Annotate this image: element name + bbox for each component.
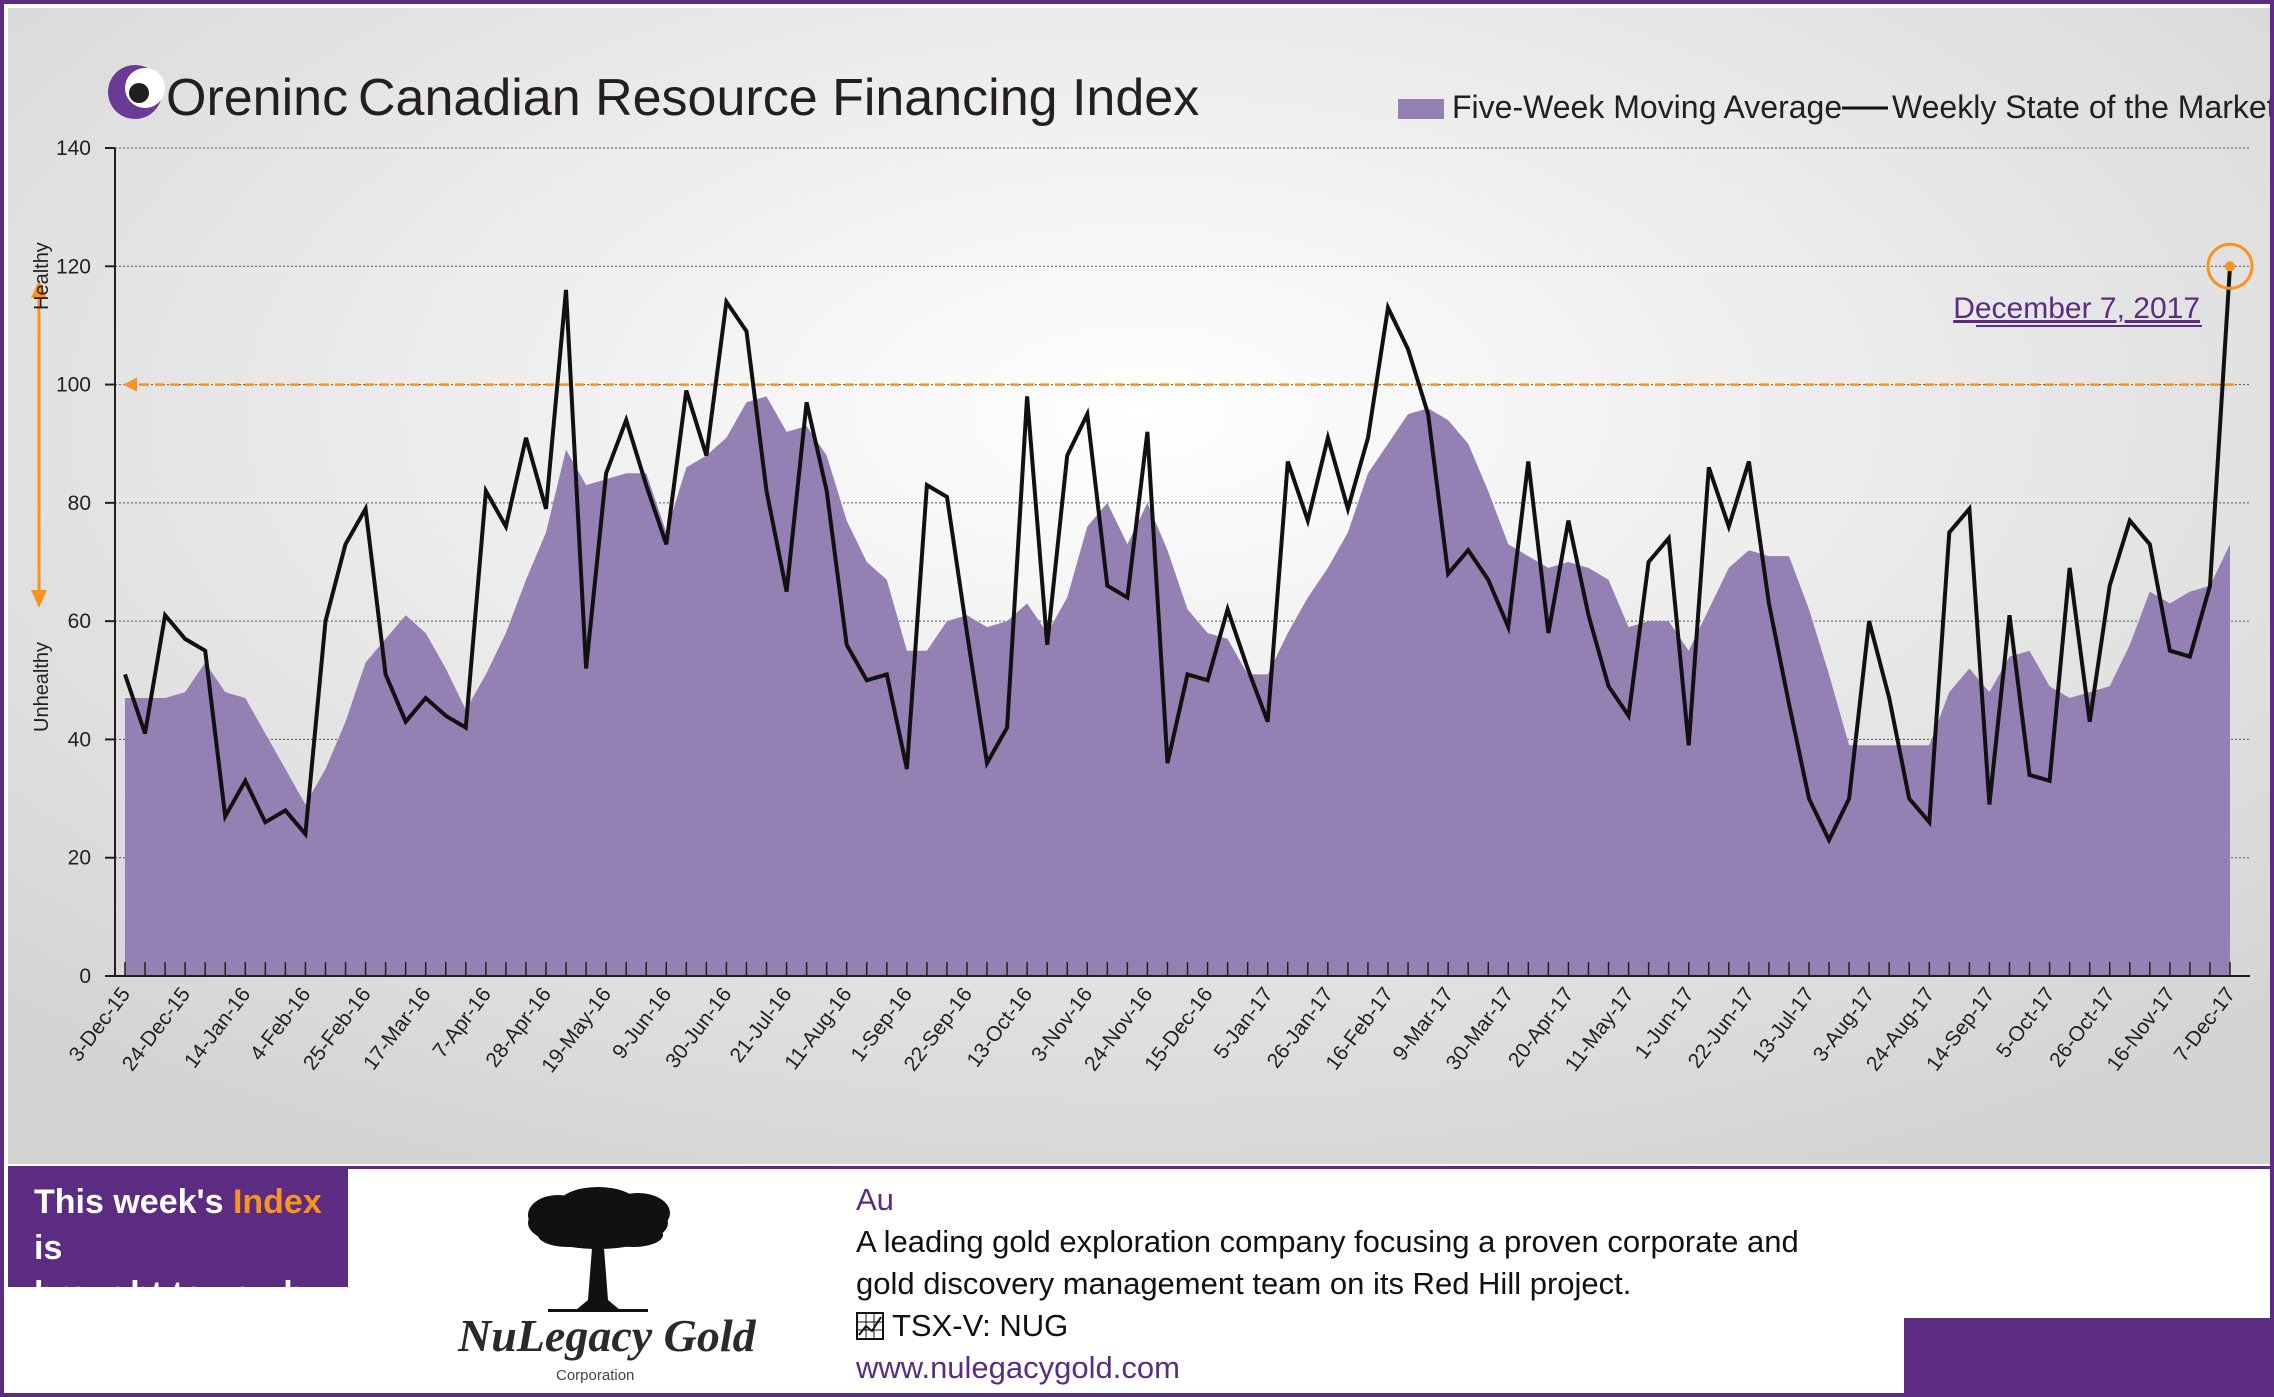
brand-name: Oreninc: [166, 69, 348, 127]
latest-point-dot: [2225, 261, 2235, 272]
healthy-label: Healthy: [31, 242, 53, 310]
sponsor-website-link[interactable]: www.nulegacygold.com: [856, 1350, 1180, 1385]
index-highlight: Index: [232, 1183, 322, 1221]
threshold-line: [123, 377, 2240, 392]
chart-area: Oreninc Canadian Resource Financing Inde…: [8, 8, 2274, 1164]
health-indicator: Healthy Unhealthy: [31, 242, 53, 732]
moving-average-fill: [125, 396, 2230, 976]
y-tick-label: 20: [68, 847, 91, 870]
y-tick-label: 140: [56, 137, 91, 160]
up-arrow-icon: [31, 280, 47, 298]
sponsor-panel: This week's Index is brought to you by:: [8, 1166, 2270, 1393]
y-tick-label: 120: [56, 255, 91, 278]
chart-legend: Five-Week Moving Average Weekly State of…: [1398, 89, 2274, 125]
moving-average-area: [125, 396, 2230, 976]
threshold-arrow-icon: [123, 377, 137, 392]
sponsor-description-line1: A leading gold exploration company focus…: [856, 1224, 1799, 1259]
weekly-state-line: [123, 266, 2232, 845]
sponsor-heading: This week's Index is brought to you by:: [8, 1169, 348, 1313]
y-tick-label: 40: [68, 728, 91, 751]
decorative-bar: [1904, 1318, 2270, 1393]
sponsor-company-sub: Corporation: [556, 1367, 635, 1384]
legend-swatch-moving-average: [1398, 99, 1444, 119]
sponsor-description-line2: gold discovery management team on its Re…: [856, 1266, 1632, 1301]
legend-label-weekly: Weekly State of the Market: [1892, 89, 2274, 125]
sponsor-heading-line2: brought to you by:: [34, 1275, 335, 1313]
ticker-symbol: TSX-V: NUG: [892, 1308, 1069, 1343]
latest-highlight-circle: [2206, 242, 2254, 290]
latest-annotation: December 7, 2017: [1953, 242, 2254, 327]
tree-icon: [528, 1187, 670, 1312]
down-arrow-icon: [31, 590, 47, 608]
y-tick-label: 0: [79, 965, 91, 988]
stock-chart-icon: [856, 1312, 884, 1340]
latest-date-label: December 7, 2017: [1953, 292, 2200, 325]
y-tick-labels: 0 20 40 60 80 100 120 140: [56, 137, 91, 988]
weekly-state-polyline: [123, 266, 2232, 845]
y-tick-label: 100: [56, 374, 91, 397]
financing-index-chart: Oreninc Canadian Resource Financing Inde…: [8, 8, 2274, 1164]
ticker-row: TSX-V: NUG: [856, 1305, 1799, 1347]
page-title: Canadian Resource Financing Index: [358, 69, 1199, 127]
sponsor-heading-line1: This week's Index is: [34, 1183, 322, 1267]
axes: [105, 147, 2250, 977]
oreninc-logo-icon: [108, 65, 165, 119]
sponsor-info: Au A leading gold exploration company fo…: [856, 1179, 1799, 1389]
y-tick-label: 60: [68, 610, 91, 633]
y-tick-label: 80: [68, 492, 91, 515]
nulegacy-logo[interactable]: NuLegacy Gold Corporation: [448, 1175, 828, 1393]
legend-label-moving-average: Five-Week Moving Average: [1452, 89, 1842, 125]
unhealthy-label: Unhealthy: [31, 642, 53, 732]
sponsor-company-name: NuLegacy Gold: [458, 1310, 756, 1361]
commodity-symbol: Au: [856, 1182, 894, 1217]
